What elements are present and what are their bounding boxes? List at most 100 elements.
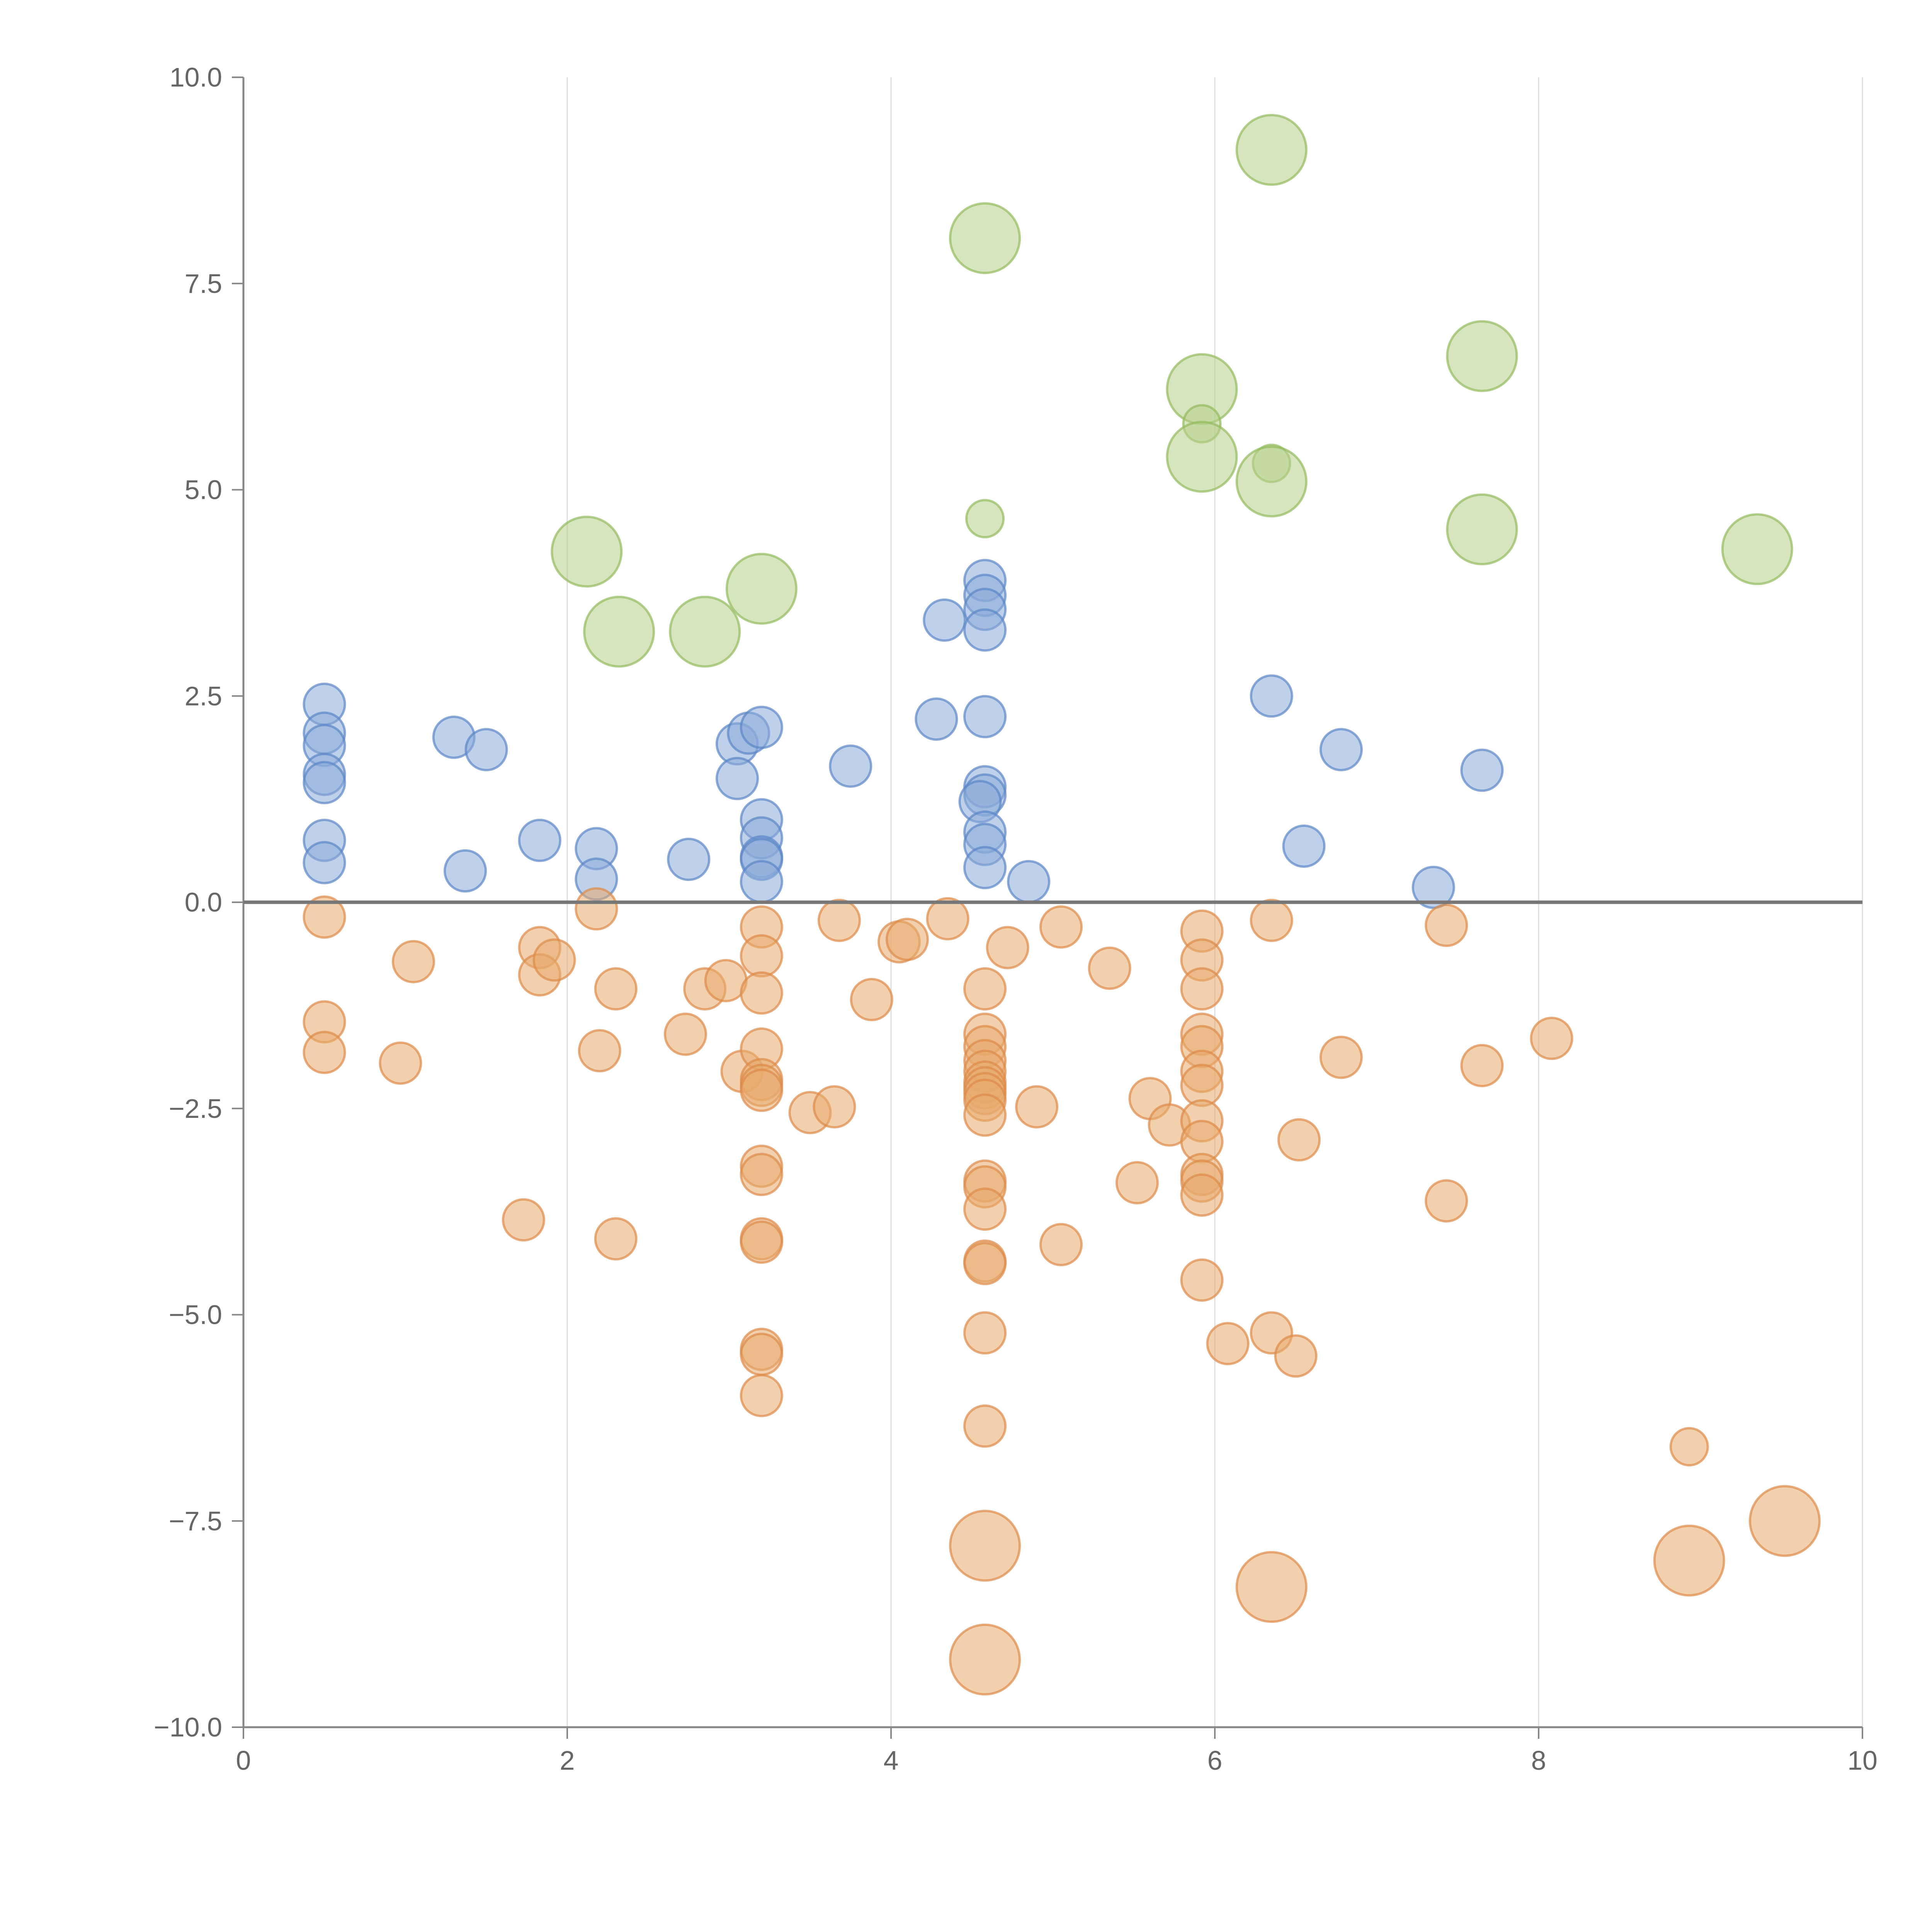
- negative-bubble: [1250, 898, 1293, 942]
- x-tick-label: 10: [1847, 1745, 1878, 1776]
- y-tick-label: −10.0: [154, 1712, 222, 1742]
- negative-bubble: [740, 1332, 783, 1376]
- positive-bubble: [1007, 860, 1051, 903]
- high-bubble: [1235, 114, 1308, 186]
- positive-bubble: [303, 841, 346, 884]
- x-tick-label: 4: [884, 1745, 899, 1776]
- negative-bubble: [813, 1085, 856, 1129]
- y-tick-label: −2.5: [169, 1094, 222, 1124]
- negative-bubble: [532, 938, 576, 982]
- negative-bubble: [1180, 1173, 1224, 1217]
- negative-bubble: [1748, 1485, 1821, 1557]
- y-tick-label: 5.0: [185, 475, 222, 505]
- positive-bubble: [667, 837, 711, 881]
- positive-bubble: [518, 818, 561, 862]
- negative-bubble: [575, 887, 618, 931]
- negative-bubble: [303, 895, 346, 939]
- positive-bubble: [444, 849, 487, 893]
- negative-bubble: [594, 1217, 638, 1261]
- axis-layer: 0 2 4 6 8 10 −10.0 −7.5 −5.0 −2.5 0.0 2.5 5.0 7.5 10.0: [154, 62, 1878, 1776]
- high-bubble: [1721, 513, 1793, 585]
- negative-bubble: [850, 978, 893, 1021]
- negative-bubble: [578, 1029, 621, 1073]
- negative-bubble: [740, 1068, 783, 1112]
- negative-bubble: [949, 1510, 1021, 1582]
- y-tick-label: −5.0: [169, 1300, 222, 1330]
- negative-bubble: [740, 1220, 783, 1264]
- negative-bubble: [963, 967, 1007, 1011]
- positive-bubble: [963, 608, 1007, 652]
- x-tick-label: 0: [236, 1745, 251, 1776]
- negative-bubble: [963, 1187, 1007, 1231]
- high-bubble: [949, 202, 1021, 274]
- negative-bubble: [963, 1093, 1007, 1137]
- positive-bubble: [740, 706, 783, 749]
- high-bubble: [551, 515, 623, 588]
- positive-bubble: [915, 697, 958, 741]
- negative-bubble: [303, 1031, 346, 1074]
- positive-bubble: [715, 757, 759, 800]
- negative-bubble: [963, 1404, 1007, 1448]
- negative-bubble: [1277, 1118, 1321, 1162]
- high-bubble: [583, 595, 655, 668]
- negative-bubble: [1115, 1161, 1159, 1204]
- high-bubble: [1235, 446, 1308, 518]
- negative-bubble: [926, 897, 969, 940]
- negative-bubble: [1088, 946, 1131, 990]
- high-bubble: [725, 553, 798, 625]
- positive-bubble: [963, 695, 1007, 738]
- negative-bubble: [740, 971, 783, 1015]
- negative-bubble: [663, 1012, 707, 1056]
- negative-bubble: [740, 934, 783, 978]
- negative-bubble: [1274, 1334, 1318, 1378]
- negative-bubble: [740, 1374, 783, 1417]
- negative-bubble: [1425, 903, 1468, 947]
- positive-bubble: [1460, 748, 1504, 792]
- positive-bubble: [1282, 824, 1326, 868]
- bubble-layer: [303, 114, 1821, 1696]
- negative-bubble: [1235, 1551, 1308, 1623]
- positive-bubble: [963, 846, 1007, 889]
- x-tick-label: 8: [1531, 1745, 1546, 1776]
- negative-bubble: [963, 1242, 1007, 1286]
- negative-bubble: [817, 898, 861, 942]
- high-bubble: [1166, 421, 1238, 493]
- y-tick-label: 7.5: [185, 269, 222, 299]
- y-tick-label: 0.0: [185, 887, 222, 917]
- x-tick-label: 6: [1208, 1745, 1223, 1776]
- high-bubble: [669, 595, 741, 668]
- y-tick-label: −7.5: [169, 1506, 222, 1536]
- positive-bubble: [923, 598, 966, 642]
- negative-bubble: [1039, 905, 1083, 949]
- negative-bubble: [1319, 1036, 1363, 1079]
- positive-bubble: [303, 761, 346, 804]
- x-tick-label: 2: [560, 1745, 575, 1776]
- positive-bubble: [1319, 728, 1363, 772]
- high-bubble: [965, 499, 1005, 539]
- negative-bubble: [986, 926, 1029, 969]
- negative-bubble: [1669, 1427, 1709, 1467]
- negative-bubble: [1206, 1322, 1250, 1366]
- negative-bubble: [594, 967, 638, 1011]
- positive-bubble: [740, 860, 783, 903]
- negative-bubble: [379, 1041, 422, 1085]
- positive-bubble: [1250, 674, 1293, 718]
- high-bubble: [1446, 320, 1518, 392]
- negative-bubble: [1425, 1179, 1468, 1223]
- negative-bubble: [1039, 1223, 1083, 1267]
- positive-bubble: [829, 744, 872, 788]
- negative-bubble: [1180, 1258, 1224, 1302]
- negative-bubble: [1460, 1044, 1504, 1087]
- negative-bubble: [963, 1311, 1007, 1355]
- positive-bubble: [1412, 866, 1455, 909]
- negative-bubble: [949, 1623, 1021, 1696]
- negative-bubble: [1530, 1017, 1573, 1060]
- high-bubble: [1446, 493, 1518, 565]
- y-tick-label: 2.5: [185, 681, 222, 711]
- negative-bubble: [502, 1198, 545, 1242]
- negative-bubble: [885, 918, 929, 961]
- negative-bubble: [1653, 1524, 1725, 1597]
